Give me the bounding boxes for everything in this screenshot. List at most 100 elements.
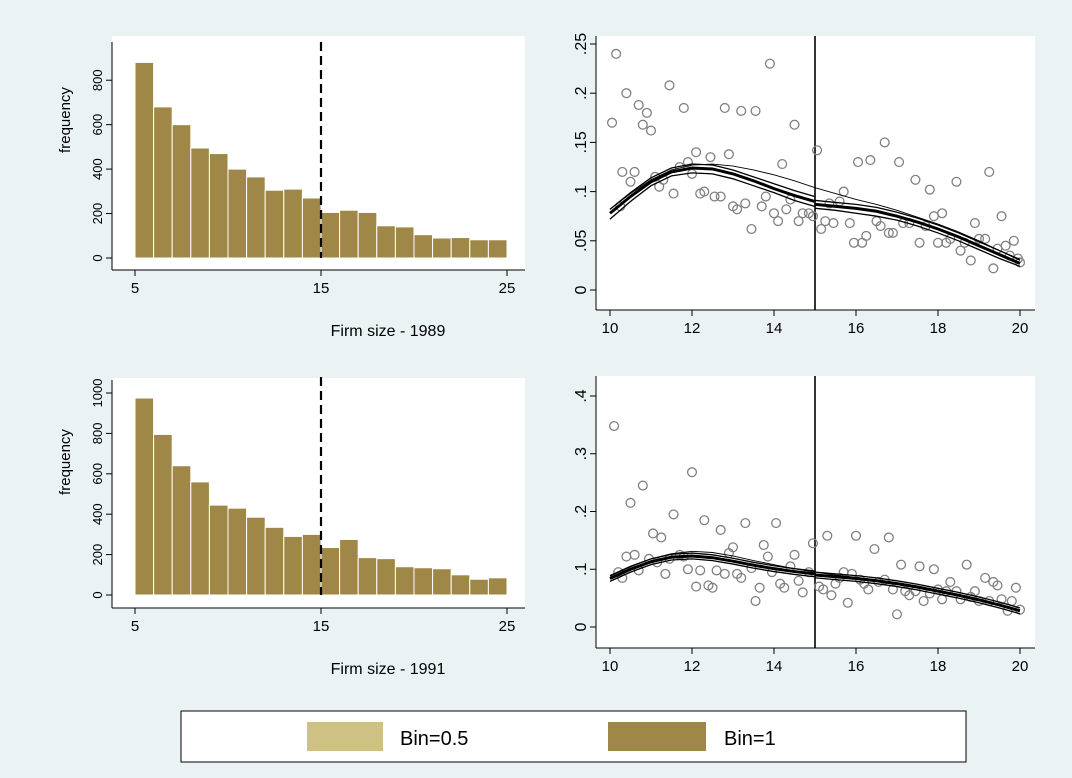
data-point xyxy=(668,188,679,199)
data-point xyxy=(691,147,702,158)
data-point xyxy=(625,176,636,187)
data-point xyxy=(863,584,874,595)
data-point xyxy=(955,245,966,256)
data-point xyxy=(828,218,839,229)
legend-label-bin-half: Bin=0.5 xyxy=(400,728,468,750)
data-point xyxy=(842,597,853,608)
data-point xyxy=(709,191,720,202)
legend-swatch-bin-half xyxy=(307,722,383,751)
bar xyxy=(264,526,285,596)
x-tick-label: 10 xyxy=(602,320,619,337)
data-point xyxy=(965,255,976,266)
bar xyxy=(394,226,415,259)
data-point xyxy=(918,595,929,607)
data-point xyxy=(711,565,722,576)
data-point xyxy=(992,580,1003,591)
bar xyxy=(376,225,396,259)
y-tick-label: 0 xyxy=(573,285,590,294)
y-tick-label: 600 xyxy=(90,463,105,485)
y-tick-label: .2 xyxy=(573,505,590,518)
data-point xyxy=(879,137,890,148)
data-point xyxy=(891,609,903,620)
data-point xyxy=(797,587,808,598)
data-point xyxy=(875,220,886,232)
bar xyxy=(283,535,303,596)
x-tick-label: 15 xyxy=(313,280,330,297)
data-point xyxy=(883,227,894,238)
x-tick-label: 12 xyxy=(684,658,701,675)
data-point xyxy=(896,559,907,570)
data-point xyxy=(1008,235,1019,246)
bar xyxy=(171,465,192,596)
data-point xyxy=(637,480,648,491)
data-point xyxy=(844,218,855,229)
data-point xyxy=(723,149,734,160)
data-point xyxy=(691,581,702,592)
data-point xyxy=(660,568,671,579)
data-point xyxy=(928,564,939,575)
data-point xyxy=(740,517,751,529)
y-tick-label: .1 xyxy=(573,562,590,575)
smooth-line-thin xyxy=(609,163,1021,261)
legend-label-bin-one: Bin=1 xyxy=(724,728,776,750)
x-tick-label: 12 xyxy=(684,320,701,337)
data-point xyxy=(768,208,780,219)
data-point xyxy=(664,80,675,91)
y-tick-label: .25 xyxy=(573,33,590,55)
bar xyxy=(153,106,173,259)
bar xyxy=(227,507,248,596)
data-point xyxy=(715,191,726,202)
data-point xyxy=(705,152,716,163)
bar xyxy=(469,239,489,259)
data-point xyxy=(887,227,898,238)
y-tick-label: .15 xyxy=(573,131,590,153)
data-point xyxy=(861,230,872,241)
data-point xyxy=(609,420,620,432)
data-point xyxy=(852,157,864,168)
data-point xyxy=(807,538,818,549)
y-tick-label: 0 xyxy=(90,254,105,261)
histogram-1991: frequency Firm size - 1991 5 15 25 0 200 400 6… xyxy=(57,377,525,678)
y-axis-label: frequency xyxy=(57,429,74,495)
data-point xyxy=(621,88,632,99)
data-point xyxy=(686,467,698,478)
y-tick-label: .05 xyxy=(573,230,590,252)
bar xyxy=(208,153,229,259)
data-point xyxy=(824,198,835,209)
data-point xyxy=(645,125,657,136)
y-tick-label: .2 xyxy=(573,86,590,99)
bar xyxy=(432,237,452,259)
legend-swatch-bin-one xyxy=(608,722,706,751)
x-axis-label: Firm size - 1991 xyxy=(331,661,446,678)
data-point xyxy=(699,515,710,526)
data-point xyxy=(699,186,710,197)
fit-band-upper xyxy=(609,163,815,210)
data-point xyxy=(777,158,788,170)
bar xyxy=(153,433,173,596)
y-tick-label: 0 xyxy=(90,591,105,598)
data-point xyxy=(773,216,784,227)
y-tick-label: .3 xyxy=(573,447,590,460)
data-point xyxy=(629,166,640,177)
data-point xyxy=(764,58,775,69)
data-point xyxy=(779,582,790,593)
data-point xyxy=(850,530,862,541)
bar xyxy=(469,578,489,596)
data-point xyxy=(682,157,693,168)
data-point xyxy=(740,198,751,209)
data-point xyxy=(910,174,921,185)
x-tick-label: 14 xyxy=(766,320,783,337)
data-point xyxy=(869,543,880,555)
x-tick-label: 5 xyxy=(131,618,139,635)
data-point xyxy=(617,166,628,177)
legend-box xyxy=(180,710,967,763)
data-point xyxy=(727,542,739,553)
fit-band-lower xyxy=(815,577,1021,615)
fit-band-upper xyxy=(815,199,1021,261)
bar xyxy=(487,577,508,596)
bar xyxy=(227,168,248,259)
bar xyxy=(487,239,508,259)
fit-line xyxy=(609,554,815,580)
data-point xyxy=(758,539,769,551)
fit-line xyxy=(815,202,1021,265)
